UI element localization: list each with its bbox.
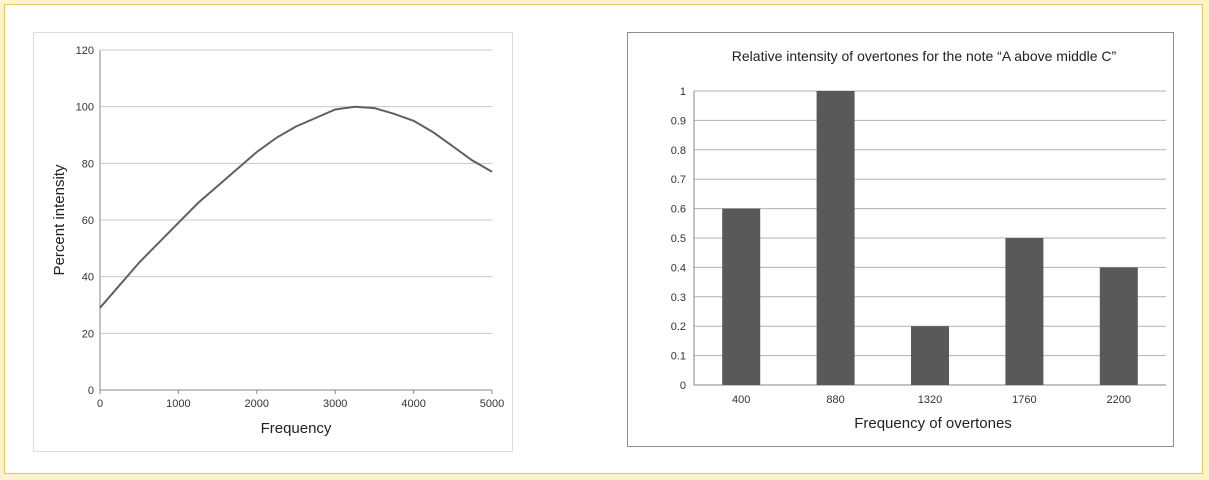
y-tick-label: 0.5: [671, 233, 686, 245]
chart-title: Relative intensity of overtones for the …: [732, 48, 1117, 64]
y-tick-label: 0: [88, 385, 94, 397]
y-tick-label: 0.2: [671, 321, 686, 333]
x-tick-label: 5000: [480, 398, 504, 410]
x-tick-label: 2000: [245, 398, 269, 410]
series-line: [99, 105, 493, 309]
y-tick-label: 0.7: [671, 174, 686, 186]
x-tick-label: 880: [826, 394, 844, 406]
x-tick-label: 0: [97, 398, 103, 410]
y-tick-label: 80: [82, 158, 94, 170]
x-tick-label: 2200: [1107, 394, 1131, 406]
bar-chart: Relative intensity of overtones for the …: [671, 48, 1166, 432]
y-tick-label: 60: [82, 215, 94, 227]
y-tick-label: 0.6: [671, 204, 686, 216]
y-tick-label: 0.1: [671, 351, 686, 363]
y-axis-title: Percent intensity: [51, 164, 68, 275]
x-tick-label: 1000: [166, 398, 190, 410]
x-tick-label: 3000: [323, 398, 347, 410]
y-tick-label: 0.9: [671, 115, 686, 127]
x-tick-label: 4000: [401, 398, 425, 410]
line-chart: 0 20 40 60 80 100 120 0 1000 2000 3000 4000 5000 Freq…: [51, 45, 504, 437]
bar-1760: [1005, 238, 1044, 385]
y-tick-label: 100: [76, 102, 94, 114]
y-tick-label: 40: [82, 272, 94, 284]
bar-chart-panel: Relative intensity of overtones for the …: [627, 32, 1174, 447]
y-tick-label: 0.4: [671, 262, 686, 274]
y-tick-label: 0.3: [671, 292, 686, 304]
y-tick-label: 0: [680, 380, 686, 392]
y-tick-label: 120: [76, 45, 94, 57]
bar-880: [816, 91, 855, 385]
bar-2200: [1099, 267, 1138, 385]
y-tick-label: 0.8: [671, 145, 686, 157]
x-axis-title: Frequency of overtones: [854, 415, 1012, 432]
x-tick-label: 1320: [918, 394, 942, 406]
line-chart-panel: 0 20 40 60 80 100 120 0 1000 2000 3000 4000 5000 Freq…: [33, 32, 513, 452]
x-tick-label: 400: [732, 394, 750, 406]
bar-1320: [911, 326, 949, 385]
x-axis-title: Frequency: [261, 420, 332, 437]
x-tick-label: 1760: [1012, 394, 1036, 406]
bar-400: [722, 208, 761, 385]
y-tick-label: 1: [680, 86, 686, 98]
y-tick-label: 20: [82, 328, 94, 340]
